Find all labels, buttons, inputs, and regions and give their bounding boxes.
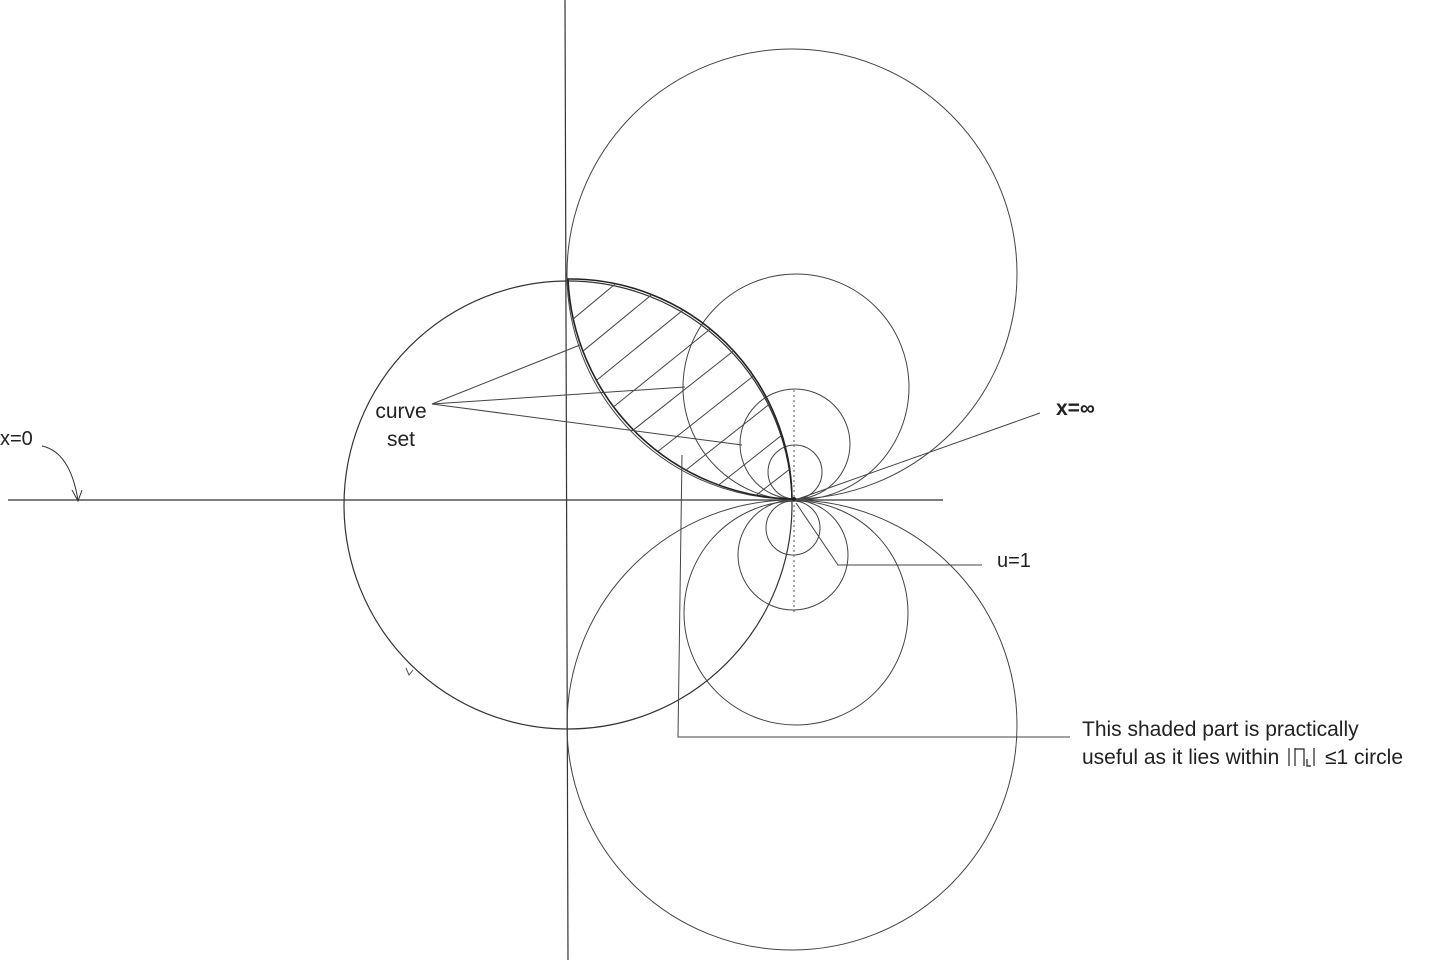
left-circle-tick-mark xyxy=(405,667,414,676)
shaded-note-line2-prefix: useful as it lies within xyxy=(1082,746,1280,769)
shaded-note: This shaded part is practically useful a… xyxy=(1082,716,1403,772)
upper-circle-small xyxy=(739,388,851,500)
shaded-note-line2-suffix: ≤1 circle xyxy=(1324,746,1403,769)
u-one-leader xyxy=(795,502,982,566)
x-infinity-leader xyxy=(794,412,1041,501)
curve-set-label: curve set xyxy=(368,398,434,454)
upper-circle-smallest xyxy=(767,444,823,500)
left-large-circle xyxy=(343,280,793,730)
shaded-note-line2: useful as it lies within ≤1 circle xyxy=(1082,744,1403,772)
curve-set-leader-lines xyxy=(431,344,743,446)
curve-set-label-line2: set xyxy=(386,428,415,451)
reflection-coefficient-magnitude-symbol xyxy=(1288,748,1315,767)
u-one-tangent-point xyxy=(792,497,796,501)
vertical-axis xyxy=(564,0,569,960)
x-zero-arrow xyxy=(41,445,79,501)
shaded-region-boundary xyxy=(567,278,793,500)
shaded-note-leader xyxy=(677,454,1070,738)
lower-circle-medium xyxy=(683,500,909,726)
x-zero-arrowhead xyxy=(71,489,83,503)
upper-circle-medium xyxy=(682,273,910,501)
u-one-label: u=1 xyxy=(997,550,1031,572)
shaded-note-line1: This shaded part is practically xyxy=(1082,718,1359,741)
x-zero-label: x=0 xyxy=(0,428,33,450)
x-infinity-label: x=∞ xyxy=(1056,397,1095,420)
curve-set-label-line1: curve xyxy=(375,400,427,423)
lower-circle-smallest xyxy=(765,500,821,556)
